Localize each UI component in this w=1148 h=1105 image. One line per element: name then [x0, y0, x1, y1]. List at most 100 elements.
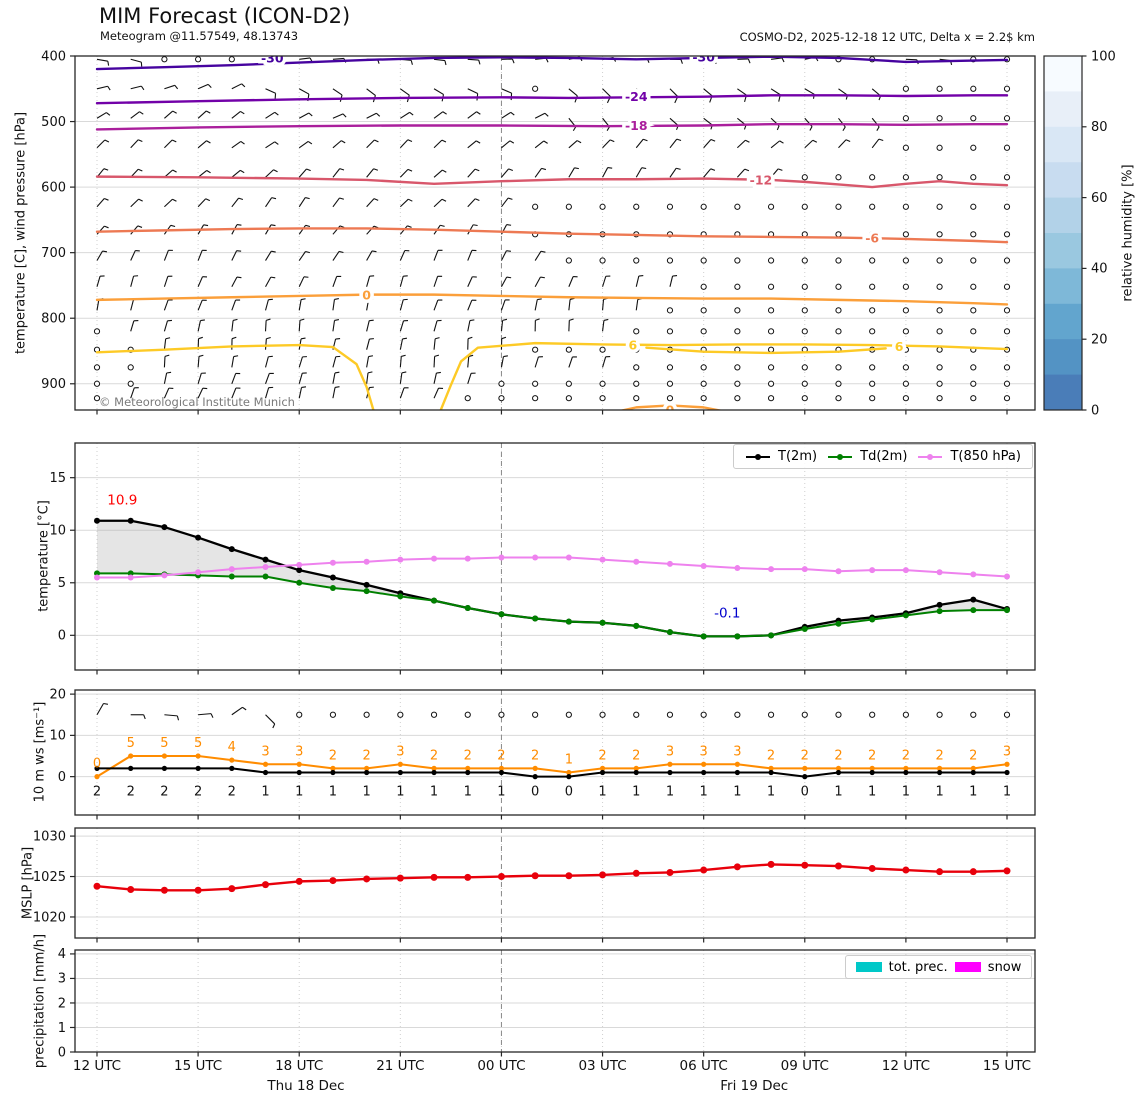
- svg-text:3: 3: [733, 744, 741, 759]
- pressure-axis-label: temperature [C], wind pressure [hPa]: [13, 111, 29, 355]
- svg-text:3: 3: [396, 744, 404, 759]
- x-axis-labels: 12 UTC 15 UTC 18 UTC 21 UTC 00 UTC 03 UTC 06 U…: [73, 1058, 1031, 1094]
- svg-text:1: 1: [632, 785, 640, 800]
- svg-text:15 UTC: 15 UTC: [983, 1058, 1031, 1074]
- svg-text:2: 2: [969, 748, 977, 763]
- legend-item-t850: T(850 hPa): [917, 449, 1021, 464]
- svg-text:2: 2: [228, 785, 236, 800]
- svg-text:2: 2: [464, 748, 472, 763]
- svg-text:1: 1: [598, 785, 606, 800]
- svg-text:3: 3: [1003, 744, 1011, 759]
- svg-text:2: 2: [93, 785, 101, 800]
- svg-text:-24: -24: [625, 89, 648, 104]
- svg-text:2: 2: [598, 748, 606, 763]
- colorbar-label: relative humidity [%]: [1120, 164, 1136, 302]
- svg-text:700: 700: [41, 246, 66, 261]
- page-title: MIM Forecast (ICON-D2): [99, 4, 351, 28]
- svg-text:10: 10: [49, 524, 66, 539]
- T(850 hPa)-line: [96, 556, 1008, 579]
- svg-text:2: 2: [362, 748, 370, 763]
- svg-text:2: 2: [127, 785, 135, 800]
- svg-text:500: 500: [41, 115, 66, 130]
- temperature-axis-label: temperature [°C]: [36, 500, 52, 612]
- svg-text:1: 1: [767, 785, 775, 800]
- panel-1: [75, 443, 1035, 670]
- svg-text:3: 3: [700, 744, 708, 759]
- svg-text:4: 4: [58, 947, 66, 962]
- panel-3: [75, 828, 1035, 938]
- svg-text:0: 0: [93, 757, 101, 772]
- svg-text:1: 1: [969, 785, 977, 800]
- svg-text:4: 4: [228, 740, 236, 755]
- svg-text:1030: 1030: [33, 829, 66, 844]
- panel-2: [75, 690, 1035, 815]
- svg-text:2: 2: [767, 748, 775, 763]
- temperature-content: 10.9 -0.1: [94, 492, 1010, 640]
- svg-text:2: 2: [902, 748, 910, 763]
- precip-axis-label: precipitation [mm/h]: [32, 933, 48, 1069]
- svg-text:1: 1: [464, 785, 472, 800]
- svg-text:80: 80: [1091, 120, 1108, 135]
- svg-text:1: 1: [868, 785, 876, 800]
- svg-text:2: 2: [531, 748, 539, 763]
- legend-label-totprec: tot. prec.: [888, 959, 948, 975]
- svg-text:1: 1: [565, 753, 573, 768]
- svg-text:5: 5: [58, 576, 66, 591]
- svg-text:3: 3: [261, 744, 269, 759]
- svg-text:1: 1: [329, 785, 337, 800]
- svg-text:0: 0: [565, 785, 573, 800]
- panel-frame-4: 0 1 2 3 4: [58, 947, 1036, 1060]
- svg-text:1: 1: [58, 1021, 66, 1036]
- snow-swatch-icon: [954, 962, 981, 972]
- svg-text:2: 2: [632, 748, 640, 763]
- svg-text:10.9: 10.9: [107, 492, 137, 508]
- svg-text:1: 1: [666, 785, 674, 800]
- svg-text:1: 1: [362, 785, 370, 800]
- svg-text:03 UTC: 03 UTC: [578, 1058, 626, 1074]
- legend-label-td2m: Td(2m): [860, 449, 908, 464]
- svg-text:400: 400: [41, 49, 66, 64]
- svg-text:3: 3: [666, 744, 674, 759]
- svg-text:3: 3: [295, 744, 303, 759]
- total-precip-swatch-icon: [855, 962, 882, 972]
- svg-text:20: 20: [1091, 332, 1108, 347]
- legend-item-t2m: T(2m): [745, 449, 817, 464]
- legend-item-td2m: Td(2m): [827, 449, 907, 464]
- svg-text:0: 0: [1091, 403, 1099, 418]
- svg-text:100: 100: [1091, 49, 1116, 64]
- svg-text:18 UTC: 18 UTC: [275, 1058, 323, 1074]
- svg-text:Thu 18 Dec: Thu 18 Dec: [266, 1078, 344, 1094]
- svg-text:0: 0: [801, 785, 809, 800]
- svg-text:-30: -30: [261, 50, 284, 65]
- mean wind-line: [95, 767, 1009, 778]
- cross-section-content: -30 -30 -24 -18 -12 -6 0 0 6 6: [93, 50, 1011, 410]
- wind-content: 0 5 5 5 4 3 3 2 2 3 2 2 2 2 1 2 2 3 3 3 2 2 2 2 2 2 2 3 2 2 2 2 2 1 1 1 1 1 1 1…: [93, 702, 1011, 800]
- svg-text:1: 1: [261, 785, 269, 800]
- svg-text:15 UTC: 15 UTC: [174, 1058, 222, 1074]
- svg-text:06 UTC: 06 UTC: [680, 1058, 728, 1074]
- panel-frame-3: 1020 1025 1030: [33, 827, 1036, 943]
- svg-text:2: 2: [160, 785, 168, 800]
- page-subtitle: Meteogram @11.57549, 48.13743: [100, 29, 299, 43]
- svg-text:1: 1: [935, 785, 943, 800]
- svg-text:21 UTC: 21 UTC: [376, 1058, 424, 1074]
- svg-text:1: 1: [700, 785, 708, 800]
- svg-text:10: 10: [49, 729, 66, 744]
- svg-text:2: 2: [194, 785, 202, 800]
- model-run-info: COSMO-D2, 2025-12-18 12 UTC, Delta x = 2…: [739, 30, 1035, 44]
- wind-axis-label: 10 m ws [ms⁻¹]: [32, 701, 48, 803]
- svg-text:1: 1: [295, 785, 303, 800]
- svg-text:900: 900: [41, 377, 66, 392]
- svg-text:0: 0: [362, 288, 371, 303]
- legend-item-totprec: tot. prec.: [855, 959, 948, 975]
- td2m-line-icon: [828, 453, 853, 460]
- legend-item-snow: snow: [954, 959, 1022, 975]
- svg-text:2: 2: [497, 748, 505, 763]
- svg-text:1: 1: [733, 785, 741, 800]
- svg-text:5: 5: [194, 736, 202, 751]
- svg-text:2: 2: [935, 748, 943, 763]
- legend-label-snow: snow: [987, 959, 1022, 975]
